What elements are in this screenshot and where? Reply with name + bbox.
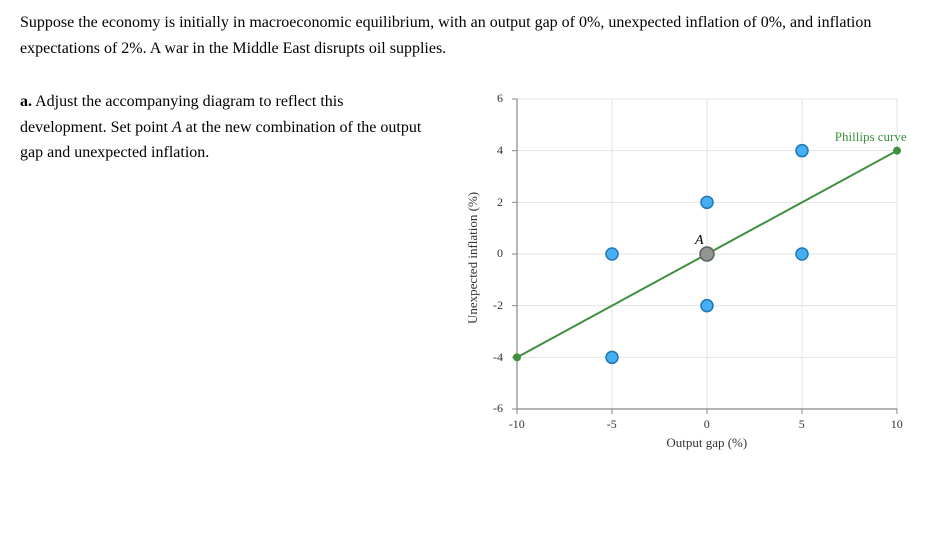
x-tick-label: -10 bbox=[505, 417, 529, 432]
y-tick-label: -6 bbox=[493, 401, 503, 416]
chart-svg: A bbox=[437, 89, 917, 469]
intro-text: Suppose the economy is initially in macr… bbox=[20, 10, 913, 61]
phillips-curve-label: Phillips curve bbox=[835, 129, 907, 145]
question-label: a. bbox=[20, 93, 32, 110]
svg-text:A: A bbox=[694, 233, 704, 248]
y-axis-label: Unexpected inflation (%) bbox=[465, 192, 481, 324]
x-tick-label: -5 bbox=[600, 417, 624, 432]
question-italic: A bbox=[172, 119, 182, 136]
y-tick-label: -4 bbox=[493, 350, 503, 365]
y-tick-label: 2 bbox=[497, 195, 503, 210]
y-tick-label: -2 bbox=[493, 298, 503, 313]
question-row: a. Adjust the accompanying diagram to re… bbox=[20, 89, 913, 469]
x-axis-label: Output gap (%) bbox=[517, 435, 897, 451]
y-tick-label: 6 bbox=[497, 91, 503, 106]
x-tick-label: 10 bbox=[885, 417, 909, 432]
x-tick-label: 5 bbox=[790, 417, 814, 432]
phillips-chart[interactable]: A -6 -4 -2 0 2 4 6 -10 -5 0 5 10 Unexpected inflatio… bbox=[437, 89, 913, 469]
x-tick-label: 0 bbox=[695, 417, 719, 432]
y-tick-label: 0 bbox=[497, 246, 503, 261]
y-tick-label: 4 bbox=[497, 143, 503, 158]
question-a: a. Adjust the accompanying diagram to re… bbox=[20, 89, 437, 166]
